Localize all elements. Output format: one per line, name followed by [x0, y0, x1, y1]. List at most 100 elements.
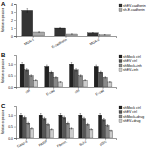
x-tick-label: E-cadherin — [51, 38, 68, 50]
y-tick-label: 0.0 — [8, 86, 13, 90]
x-tick: E-cad — [45, 87, 55, 97]
legend: shMock ctrlshEV ctrlshMock+inhshEV+inh — [119, 55, 142, 73]
y-tick-mark — [14, 28, 16, 29]
bar — [98, 115, 101, 138]
error-bar — [107, 125, 109, 127]
error-bar — [71, 128, 73, 129]
y-axis-title: Relative expression — [1, 58, 5, 83]
error-bar — [100, 71, 102, 73]
x-axis: MDA-1 E-cadherin MDA-2 — [17, 36, 117, 49]
bar — [66, 34, 77, 36]
legend-label: shEV ctrl — [123, 110, 137, 114]
x-tick-label: MDA-1 — [24, 38, 35, 47]
bar — [83, 80, 87, 87]
bar — [27, 123, 30, 138]
error-bar — [40, 114, 42, 117]
bar — [70, 128, 73, 138]
y-tick-mark — [14, 20, 16, 21]
x-tick: PARP — [38, 138, 49, 148]
y-tick-mark — [14, 4, 16, 5]
x-tick: ctrl — [25, 87, 31, 94]
y-tick: 3 — [11, 11, 16, 15]
y-tick-label: 1 — [11, 27, 13, 31]
bar — [69, 64, 73, 87]
error-bar — [60, 114, 62, 117]
panel-title: C — [1, 103, 6, 109]
legend-swatch — [119, 106, 122, 109]
x-tick: ctrl — [74, 87, 80, 94]
error-bar — [30, 75, 32, 77]
series — [22, 9, 98, 36]
y-tick-mark — [14, 115, 16, 116]
bar — [108, 82, 112, 87]
legend-item: shEV-cadherin — [119, 4, 146, 8]
series — [25, 69, 103, 87]
y-tick-mark — [14, 138, 16, 139]
legend-swatch — [119, 55, 122, 58]
error-bar — [24, 116, 26, 119]
bar — [99, 35, 110, 36]
error-bar — [27, 122, 29, 124]
x-tick-label: E-cad — [95, 89, 105, 97]
legend-swatch — [119, 69, 122, 72]
bar — [82, 119, 85, 138]
y-tick-label: 2 — [11, 19, 13, 23]
error-bar — [110, 130, 112, 131]
legend-item: shEV+drug — [119, 119, 140, 123]
y-tick-label: 0.0 — [8, 137, 13, 141]
x-tick: E-cad — [95, 87, 105, 97]
legend-label: sh-E-cadherin — [123, 8, 145, 12]
y-tick-mark — [14, 36, 16, 37]
legend-label: shEV+inh — [123, 68, 138, 72]
x-tick-label: Fibron. — [56, 140, 67, 149]
panel: C0.00.51.0Casp-3PARPFibron.Bcl-2pSrcRela… — [1, 103, 144, 149]
x-tick-label: E-cad — [45, 89, 55, 97]
x-tick-label: ctrl — [25, 88, 31, 94]
marks — [22, 9, 110, 36]
bar — [29, 76, 33, 87]
legend-label: shEV+drug — [123, 119, 140, 123]
x-tick: MDA-2 — [89, 36, 100, 46]
y-tick-label: 4 — [11, 3, 13, 7]
series — [34, 80, 112, 87]
bar — [58, 82, 62, 87]
error-bar — [92, 32, 94, 33]
plot: 0.0 0.5 1.0 ctrl E-cad ctrl E-cad Relative expr… — [1, 56, 117, 97]
x-axis: ctrl E-cad ctrl E-cad — [17, 87, 117, 97]
legend-item: shMock ctrl — [119, 55, 141, 59]
y-tick: 1 — [11, 27, 16, 31]
y-tick: 0.5 — [8, 74, 16, 78]
error-bar — [84, 79, 86, 81]
plot: 01234MDA-1E-cadherinMDA-2Relative expres… — [1, 3, 117, 50]
error-bar — [27, 9, 29, 13]
bar — [79, 76, 83, 87]
error-bar — [35, 79, 37, 81]
figure: A01234MDA-1E-cadherinMDA-2Relative expre… — [0, 0, 150, 153]
legend-item: sh-E-cadherin — [119, 8, 145, 12]
bar — [43, 119, 46, 138]
error-bar — [26, 69, 28, 71]
error-bar — [59, 27, 61, 28]
y-tick-mark — [14, 76, 16, 77]
x-tick: Fibron. — [56, 138, 67, 148]
y-tick-mark — [14, 12, 16, 13]
x-tick-label: MDA-2 — [89, 38, 100, 47]
y-tick: 1.0 — [8, 63, 16, 67]
x-tick: MDA-1 — [24, 36, 35, 46]
bar — [39, 115, 42, 138]
legend-label: shEV-cadherin — [123, 4, 146, 8]
bar — [20, 64, 24, 87]
legend-item: shEV ctrl — [119, 59, 137, 63]
x-tick-label: pSrc — [99, 139, 107, 146]
x-tick: pSrc — [99, 138, 107, 147]
legend-swatch — [119, 4, 122, 7]
y-tick-mark — [14, 64, 16, 65]
y-axis-line — [14, 107, 17, 139]
y-tick-label: 0.5 — [8, 74, 13, 78]
bar — [94, 66, 98, 87]
error-bar — [80, 75, 82, 77]
series — [30, 128, 113, 138]
legend: shMock ctrlshEV ctrlshMock+drugshEV+drug — [119, 106, 144, 124]
y-tick: 0.0 — [8, 137, 16, 141]
error-bar — [21, 63, 23, 66]
